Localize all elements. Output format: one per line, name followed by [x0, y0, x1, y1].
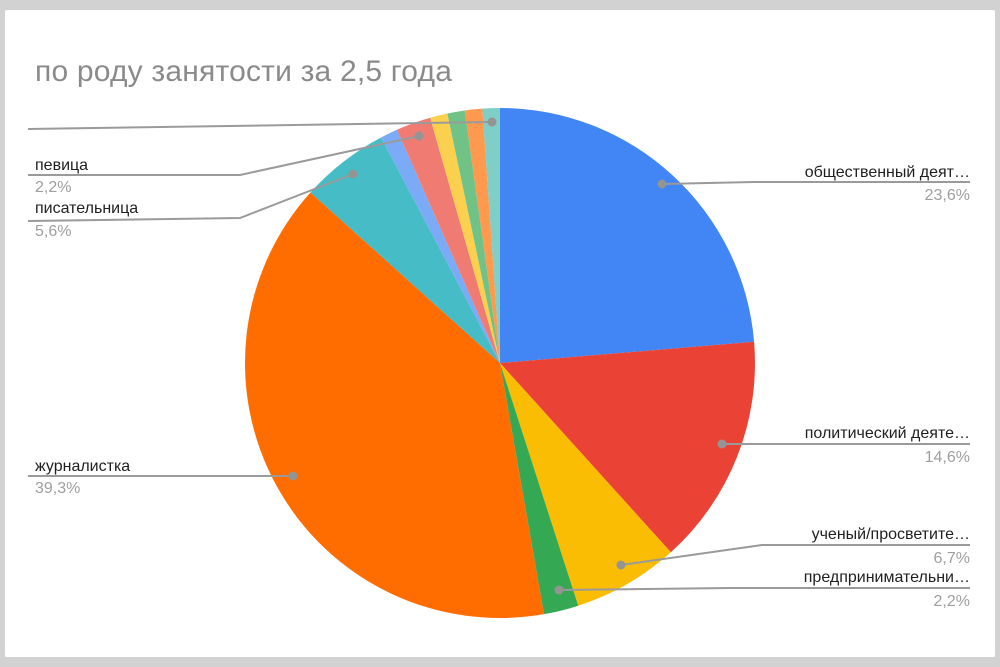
pie-slice-2[interactable] [500, 363, 671, 606]
slice-value: 5,6% [35, 223, 72, 240]
slice-value: 6,7% [933, 550, 970, 567]
leader-dot-slice-2 [616, 560, 626, 570]
pie-slice-3[interactable] [500, 363, 579, 615]
leader-line-slice-7 [28, 135, 420, 176]
callout-pisatelnitsa: писательница 5,6% [35, 199, 138, 241]
leader-dot-slice-7 [414, 131, 424, 141]
leader-dot-slice-4 [288, 471, 298, 481]
pie-slice-8[interactable] [430, 113, 500, 364]
pie-slice-11[interactable] [482, 108, 500, 363]
pie-slice-7[interactable] [396, 117, 500, 364]
slice-label: певица [35, 157, 89, 174]
leader-dot-slice-3 [554, 585, 564, 595]
callout-pevitsa: певица 2,2% [35, 156, 88, 197]
slice-value: 2,2% [35, 179, 72, 196]
slice-label: общественный деят… [804, 164, 970, 181]
leader-line-slice-2 [620, 544, 970, 566]
leader-line-slice-0 [661, 181, 970, 185]
leader-dot-slice-1 [717, 439, 727, 449]
chart-title: по роду занятости за 2,5 года [35, 55, 453, 88]
pie-slice-6[interactable] [381, 129, 500, 363]
leader-line-slice-11 [27, 121, 493, 130]
chart-card: по роду занятости за 2,5 года певица 2,2… [5, 10, 995, 657]
slice-value: 14,6% [924, 449, 970, 466]
callout-politichesky-deyatel: политический деяте… 14,6% [805, 424, 970, 467]
slice-label: политический деяте… [804, 425, 970, 442]
leader-dot-slice-0 [657, 179, 667, 189]
slice-label: писательница [35, 200, 139, 217]
leader-dot-slice-11 [487, 117, 497, 127]
pie-slice-5[interactable] [310, 137, 500, 363]
callout-obshchestvenny-deyatel: общественный деят… 23,6% [805, 163, 970, 205]
slice-label: ученый/просветите… [811, 526, 970, 543]
slice-label: предпринимательни… [803, 569, 970, 586]
leader-line-slice-5 [27, 173, 354, 222]
pie-slice-0[interactable] [500, 108, 755, 363]
callout-ucheny-prosvetitel: ученый/просветите… 6,7% [812, 525, 970, 568]
pie-slice-9[interactable] [447, 110, 500, 363]
pie-chart [27, 108, 970, 618]
pie-slice-4[interactable] [245, 192, 544, 618]
leader-line-slice-3 [558, 587, 970, 591]
slice-value: 2,2% [933, 593, 970, 610]
pie-slice-1[interactable] [500, 341, 755, 553]
pie-slice-10[interactable] [464, 108, 500, 363]
slice-value: 23,6% [924, 187, 970, 204]
leader-dot-slice-5 [348, 169, 358, 179]
callout-zhurnalistka: журналистка 39,3% [35, 457, 130, 498]
callout-predprinimatelnitsa: предпринимательни… 2,2% [804, 568, 970, 611]
slice-label: журналистка [35, 458, 131, 475]
slice-value: 39,3% [35, 480, 81, 497]
